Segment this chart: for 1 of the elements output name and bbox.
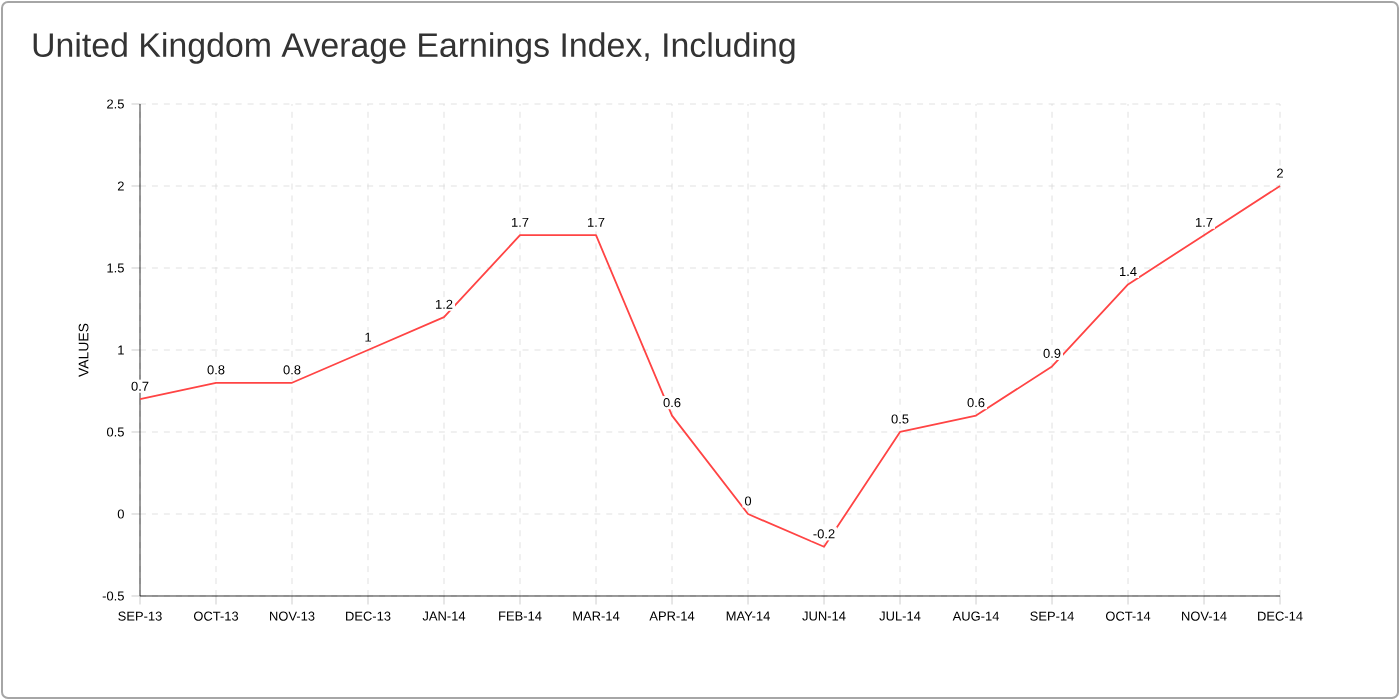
chart-title: United Kingdom Average Earnings Index, Including: [33, 32, 795, 64]
